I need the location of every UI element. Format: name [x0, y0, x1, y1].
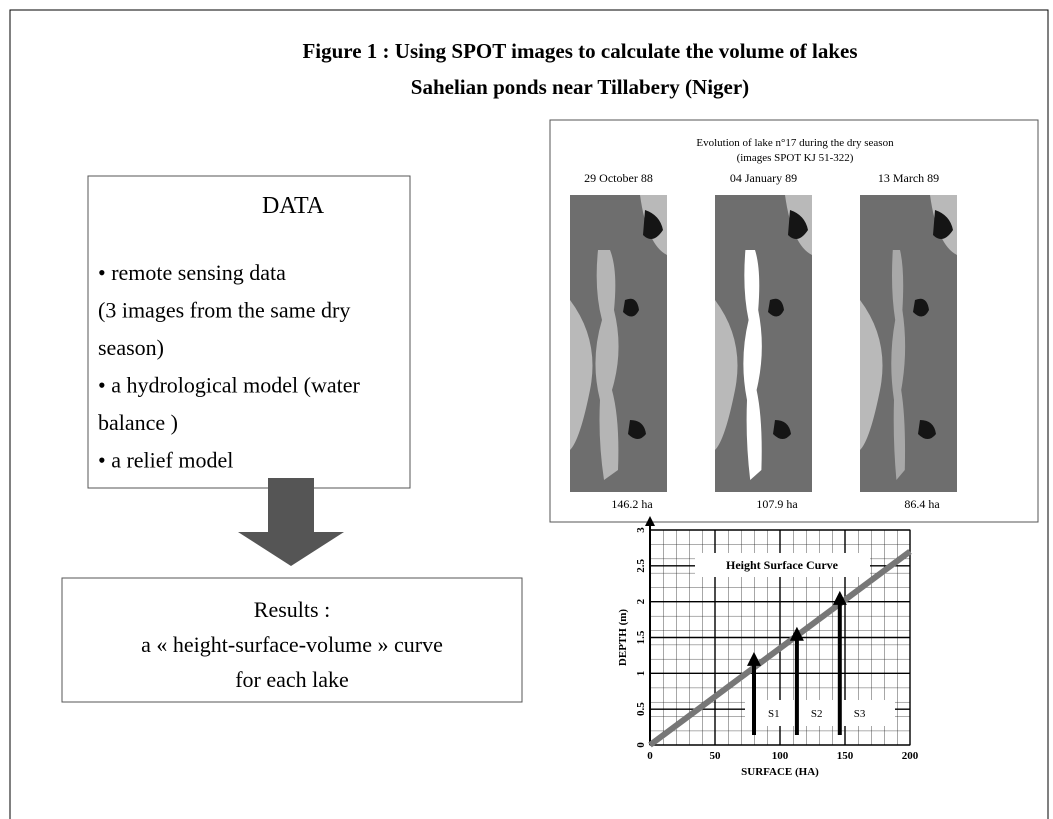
image-date: 29 October 88	[584, 171, 653, 185]
data-line: (3 images from the same dry	[98, 298, 350, 323]
x-tick-label: 50	[710, 750, 722, 762]
x-tick-label: 0	[647, 750, 653, 762]
data-line: • a hydrological model (water	[98, 373, 361, 398]
y-axis-label: DEPTH (m)	[617, 609, 629, 666]
data-line: season)	[98, 335, 164, 360]
y-tick-label: 1.5	[635, 630, 647, 644]
image-caption: Evolution of lake n°17 during the dry se…	[696, 137, 894, 149]
data-line: • a relief model	[98, 448, 233, 473]
results-line: for each lake	[235, 667, 349, 692]
data-line: balance )	[98, 410, 178, 435]
marker-label: S3	[854, 708, 866, 720]
page: Figure 1 : Using SPOT images to calculat…	[0, 0, 1053, 819]
x-tick-label: 150	[837, 750, 854, 762]
results-line: a « height-surface-volume » curve	[141, 632, 443, 657]
y-tick-label: 0.5	[635, 702, 647, 716]
image-date: 04 January 89	[730, 171, 797, 185]
down-arrow	[238, 478, 344, 566]
results-line: Results :	[254, 597, 330, 622]
image-area: 146.2 ha	[611, 497, 653, 511]
title-line1: Figure 1 : Using SPOT images to calculat…	[302, 39, 857, 63]
x-axis-label: SURFACE (HA)	[741, 766, 819, 778]
marker-label: S2	[811, 708, 823, 720]
chart-title: Height Surface Curve	[726, 558, 839, 572]
marker-label: S1	[768, 708, 780, 720]
y-tick-label: 1	[635, 671, 647, 677]
y-tick-label: 0	[635, 742, 647, 748]
data-line: • remote sensing data	[98, 260, 286, 285]
image-caption: (images SPOT KJ 51-322)	[737, 152, 854, 164]
title-line2: Sahelian ponds near Tillabery (Niger)	[411, 75, 749, 99]
y-tick-label: 2	[635, 598, 647, 604]
image-area: 107.9 ha	[756, 497, 798, 511]
y-tick-label: 2.5	[635, 558, 647, 572]
y-tick-label: 3	[635, 527, 647, 533]
image-date: 13 March 89	[878, 171, 939, 185]
data-box	[88, 176, 410, 488]
x-tick-label: 200	[902, 750, 919, 762]
x-tick-label: 100	[772, 750, 789, 762]
image-area: 86.4 ha	[904, 497, 940, 511]
data-heading: DATA	[262, 193, 325, 219]
